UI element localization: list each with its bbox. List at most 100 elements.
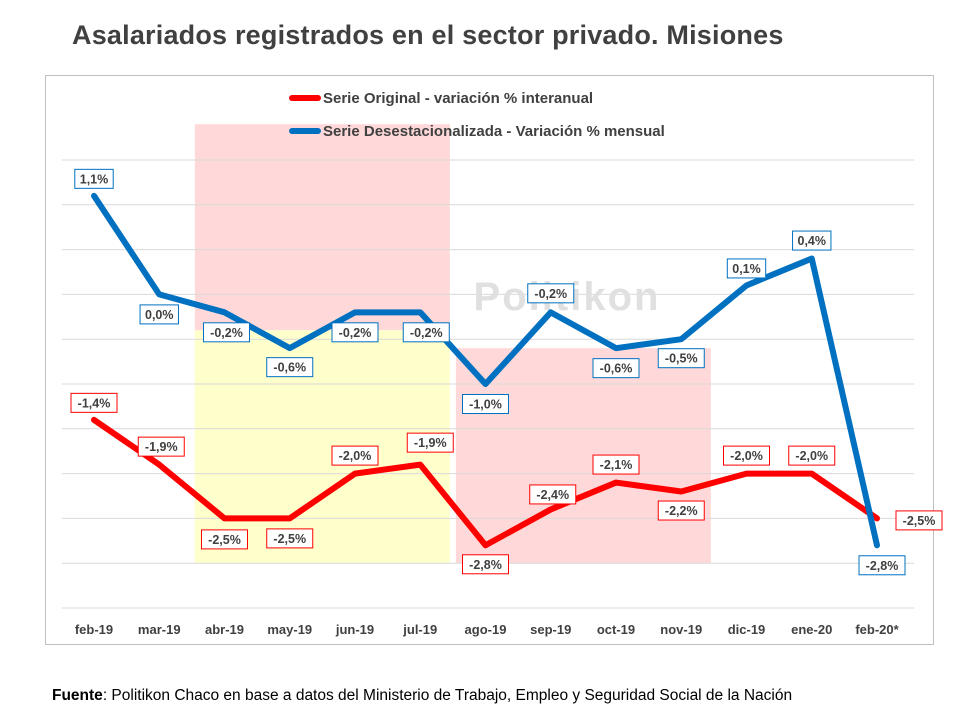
x-tick-label: ago-19 xyxy=(465,622,507,637)
highlight-region-pink xyxy=(194,124,450,331)
x-tick-label: oct-19 xyxy=(597,622,635,637)
legend-label: Serie Desestacionalizada - Variación % m… xyxy=(323,123,665,140)
x-tick-label: feb-19 xyxy=(75,622,113,637)
source-note: Fuente: Politikon Chaco en base a datos … xyxy=(52,687,792,705)
data-label-text: -2,8% xyxy=(469,558,502,572)
data-label: -0,5% xyxy=(657,348,705,369)
data-label-text: -2,5% xyxy=(208,533,241,547)
highlight-region-pink xyxy=(455,348,711,564)
data-label: -0,2% xyxy=(402,322,450,343)
data-label-text: -2,0% xyxy=(339,449,372,463)
data-label: -2,0% xyxy=(723,445,770,466)
x-tick-label: may-19 xyxy=(267,622,312,637)
data-label-box xyxy=(406,432,454,453)
data-label-text: -1,9% xyxy=(414,436,447,450)
data-label-text: -2,5% xyxy=(273,532,306,546)
data-labels: -1,4% -1,9% -2,5% -2,5% -2,0% -1,9% -2,8% -2,4%… xyxy=(70,168,943,576)
x-tick-label: jun-19 xyxy=(335,622,374,637)
data-label-text: -1,4% xyxy=(78,396,111,410)
data-label: -2,0% xyxy=(331,445,379,466)
x-tick-label: mar-19 xyxy=(138,622,181,637)
data-label-box xyxy=(331,445,379,466)
data-label: -2,1% xyxy=(592,454,640,475)
data-label: -2,0% xyxy=(788,445,836,466)
data-label: -2,5% xyxy=(895,510,943,531)
data-label-box xyxy=(792,230,832,251)
x-tick-label: abr-19 xyxy=(205,622,244,637)
data-label: -1,9% xyxy=(406,432,454,453)
data-label: -0,2% xyxy=(331,322,379,343)
data-label: -0,6% xyxy=(266,357,314,378)
data-label-text: 0,0% xyxy=(145,308,174,322)
data-label-box xyxy=(858,555,906,576)
data-label: -0,2% xyxy=(527,283,575,304)
data-label-box xyxy=(266,357,314,378)
data-label-text: -0,6% xyxy=(273,361,306,375)
data-label: -2,8% xyxy=(462,554,509,575)
data-label: -2,8% xyxy=(858,555,906,576)
data-label-text: -2,1% xyxy=(600,458,633,472)
data-label-box xyxy=(895,510,943,531)
data-label-text: -2,2% xyxy=(665,504,698,518)
data-label-box xyxy=(657,500,705,521)
data-label-box xyxy=(592,454,640,475)
x-tick-label: jul-19 xyxy=(402,622,437,637)
data-label: -2,4% xyxy=(529,484,577,505)
source-label: Fuente xyxy=(52,687,103,704)
data-label-box xyxy=(788,445,836,466)
data-label: -2,5% xyxy=(201,529,248,550)
legend-item: Serie Original - variación % interanual xyxy=(289,90,593,107)
data-label-box xyxy=(462,554,509,575)
data-label: 1,1% xyxy=(74,168,114,189)
data-label-text: 0,1% xyxy=(732,262,761,276)
data-label-text: -2,0% xyxy=(795,449,828,463)
data-label-box xyxy=(657,348,705,369)
data-label: -0,6% xyxy=(592,358,640,379)
data-label-box xyxy=(402,322,450,343)
series-line-original xyxy=(91,416,880,549)
legend: Serie Original - variación % interanual S… xyxy=(289,90,665,140)
data-label-box xyxy=(529,484,577,505)
data-label-box xyxy=(726,258,767,279)
data-label-text: -1,0% xyxy=(469,398,502,412)
data-label-box xyxy=(201,529,248,550)
data-label-text: 1,1% xyxy=(80,172,109,186)
chart-title: Asalariados registrados en el sector pri… xyxy=(72,20,784,50)
data-label: -1,0% xyxy=(462,394,509,414)
data-label-text: -2,4% xyxy=(536,488,569,502)
data-label-text: -2,5% xyxy=(903,514,936,528)
x-tick-label: ene-20 xyxy=(791,622,832,637)
data-label-box xyxy=(70,392,118,413)
data-label: -0,2% xyxy=(203,322,250,343)
series-lines xyxy=(91,192,880,549)
legend-item: Serie Desestacionalizada - Variación % m… xyxy=(289,123,665,140)
data-label: 0,4% xyxy=(792,230,832,251)
x-tick-label: dic-19 xyxy=(728,622,766,637)
data-label: 0,0% xyxy=(139,304,179,325)
data-label-text: -0,2% xyxy=(210,326,243,340)
chart-frame xyxy=(45,75,934,645)
data-label: -2,5% xyxy=(266,528,314,549)
x-tick-label: nov-19 xyxy=(660,622,702,637)
series-line-desestacionalizada xyxy=(91,192,880,549)
x-tick-label: feb-20* xyxy=(855,622,899,637)
source-text: : Politikon Chaco en base a datos del Mi… xyxy=(102,687,793,704)
data-label-box xyxy=(137,436,185,457)
x-axis-ticks: feb-19 mar-19 abr-19 may-19 jun-19 jul-19 ago-… xyxy=(75,622,900,637)
data-label-text: -0,2% xyxy=(410,326,443,340)
legend-label: Serie Original - variación % interanual xyxy=(323,90,593,107)
data-label-box xyxy=(462,394,509,414)
data-label-text: 0,4% xyxy=(798,234,827,248)
data-label-box xyxy=(331,322,379,343)
data-label-text: -0,2% xyxy=(339,326,372,340)
data-label-text: -0,5% xyxy=(665,352,698,366)
x-tick-label: sep-19 xyxy=(530,622,571,637)
data-label-text: -1,9% xyxy=(145,440,178,454)
data-label-box xyxy=(723,445,770,466)
data-label: 0,1% xyxy=(726,258,767,279)
data-label: -2,2% xyxy=(657,500,705,521)
data-label-box xyxy=(592,358,640,379)
data-label: -1,9% xyxy=(137,436,185,457)
data-label-box xyxy=(139,304,179,325)
